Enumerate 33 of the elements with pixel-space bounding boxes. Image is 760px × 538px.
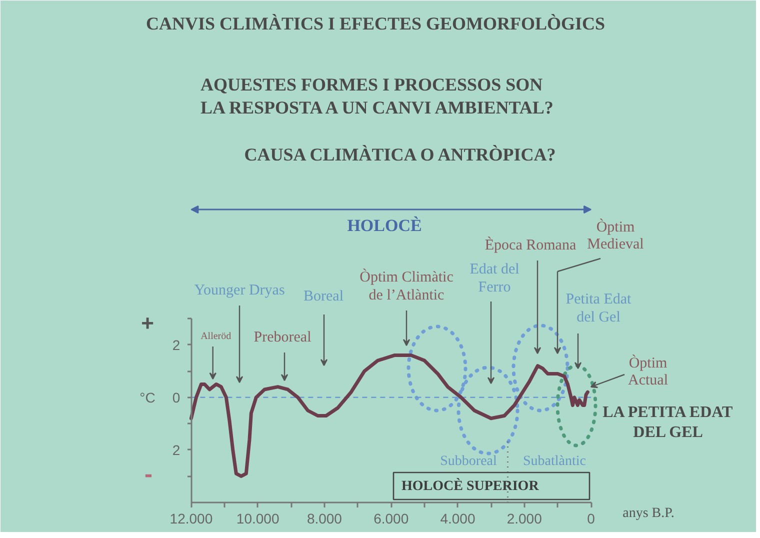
y-tick-label: 2 — [172, 336, 180, 353]
text: Younger Dryas — [194, 282, 285, 298]
annotation: Òptim Actual — [628, 354, 668, 388]
x-tick-label: 4.000 — [440, 510, 476, 526]
annotation: Petita Edat del Gel — [566, 292, 632, 326]
text: Òptim Medieval — [587, 218, 644, 252]
text: Boreal — [304, 288, 344, 304]
text: - — [144, 461, 153, 488]
text: LA PETITA EDAT DEL GEL — [602, 404, 733, 441]
y-tick-label: 0 — [172, 389, 180, 406]
annotation: Subboreal — [440, 454, 497, 469]
text: Època Romana — [484, 236, 576, 254]
y-tick-label: 2 — [172, 442, 180, 458]
text: CAUSA CLIMÀTICA O ANTRÒPICA? — [244, 144, 556, 164]
x-tick-label: 2.000 — [506, 510, 542, 526]
x-axis-title: anys B.P. — [622, 506, 674, 521]
annotation: Alleröd — [200, 331, 232, 342]
x-tick-label: 6.000 — [374, 510, 409, 526]
x-tick-label: 0 — [587, 510, 596, 526]
annotation: Preboreal — [254, 330, 312, 346]
annotation: HOLOCÈ SUPERIOR — [402, 477, 540, 494]
x-tick-label: 8.000 — [306, 510, 342, 526]
chart-subtitle: AQUESTES FORMES I PROCESSOS SON LA RESPOSTA A UN CANVI AMBIENTAL? — [200, 74, 554, 118]
text: Edat del Ferro — [470, 262, 520, 296]
text: HOLOCÈ — [347, 216, 422, 235]
annotation: Subatlàntic — [523, 454, 586, 469]
chart-title: CANVIS CLIMÀTICS I EFECTES GEOMORFOLÒGICS — [146, 14, 606, 34]
x-tick-label: 10.000 — [236, 510, 280, 526]
text: Òptim Climàtic de l’Atlàntic — [360, 268, 454, 304]
x-tick-label: 12.000 — [170, 510, 213, 526]
line-series — [189, 354, 590, 478]
text: + — [141, 310, 154, 336]
y-axis-title: °C — [140, 390, 156, 406]
